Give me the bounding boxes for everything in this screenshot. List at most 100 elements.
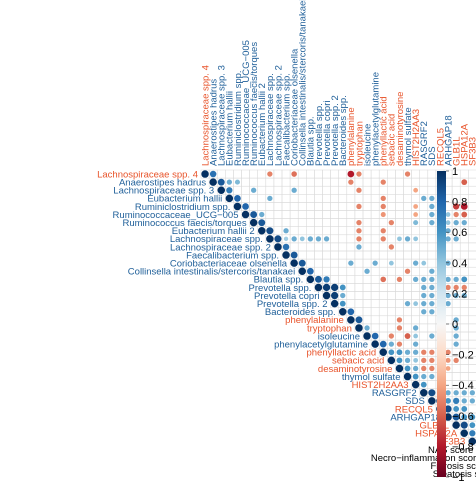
- row-label: tryptophan: [307, 323, 352, 334]
- grid-cell: [338, 234, 348, 244]
- grid-cell: [265, 185, 275, 195]
- correlation-circle: [322, 283, 331, 292]
- correlation-circle: [217, 178, 225, 186]
- correlation-circle: [380, 195, 386, 202]
- column-label: Anaerostipes hadrus: [208, 79, 219, 166]
- correlation-circle: [421, 195, 427, 202]
- correlation-circle: [388, 244, 395, 250]
- grid-cell: [370, 283, 380, 292]
- grid-cell: [378, 291, 388, 300]
- grid-cell: [387, 283, 396, 292]
- grid-cell: [419, 323, 429, 333]
- correlation-circle: [412, 276, 419, 283]
- grid-cell: [330, 218, 339, 227]
- grid-cell: [403, 177, 412, 187]
- grid-cell: [459, 242, 469, 252]
- row-label: Necro−inflammation score: [371, 453, 476, 464]
- correlation-circle: [421, 276, 427, 283]
- column-label: ARHGAP18: [443, 115, 454, 166]
- grid-cell: [314, 226, 323, 236]
- grid-cell: [330, 250, 339, 260]
- grid-cell: [403, 194, 412, 203]
- row-label: RECQL5: [395, 404, 433, 415]
- correlation-circle: [461, 414, 468, 420]
- grid-cell: [306, 226, 315, 236]
- correlation-circle: [469, 398, 476, 404]
- correlation-circle: [429, 357, 435, 364]
- row-label: Bacteroides spp.: [265, 307, 336, 318]
- grid-cell: [289, 210, 299, 219]
- correlation-circle: [413, 357, 419, 363]
- grid-cell: [370, 315, 380, 325]
- correlation-circle: [388, 219, 395, 226]
- column-label: RECQL5: [435, 128, 446, 166]
- correlation-circle: [429, 292, 435, 299]
- correlation-circle: [461, 292, 467, 299]
- grid-cell: [468, 291, 476, 300]
- color-legend-tick-label: −0.2: [452, 350, 474, 362]
- grid-cell: [306, 177, 315, 187]
- grid-cell: [314, 177, 323, 187]
- grid-cell: [395, 177, 404, 187]
- correlation-circle: [429, 373, 435, 380]
- grid-cell: [249, 202, 258, 211]
- row-label: Ruminococcus faecis/torques: [123, 218, 247, 229]
- correlation-circle: [421, 365, 427, 372]
- correlation-circle: [291, 236, 297, 242]
- grid-cell: [387, 169, 396, 179]
- grid-cell: [468, 266, 476, 276]
- grid-cell: [273, 218, 283, 227]
- grid-cell: [395, 185, 404, 195]
- correlation-circle: [412, 365, 419, 372]
- grid-cell: [362, 315, 372, 325]
- grid-cell: [378, 299, 388, 308]
- correlation-circle: [453, 333, 459, 339]
- grid-cell: [403, 307, 412, 317]
- grid-cell: [395, 202, 404, 211]
- color-legend-tick-label: −0.4: [452, 380, 474, 392]
- row-label: Ruminiclostridium spp.: [135, 202, 231, 213]
- correlation-circle: [445, 212, 451, 217]
- grid-cell: [330, 266, 339, 276]
- grid-cell: [451, 299, 461, 308]
- grid-cell: [330, 275, 339, 284]
- grid-cell: [265, 177, 275, 187]
- correlation-circle: [412, 325, 419, 331]
- grid-cell: [322, 202, 331, 211]
- grid-cell: [306, 250, 315, 260]
- grid-cell: [354, 299, 364, 308]
- correlation-circle: [323, 276, 330, 283]
- grid-cell: [370, 185, 380, 195]
- grid-cell: [419, 266, 429, 276]
- correlation-circle: [339, 284, 346, 291]
- grid-cell: [395, 307, 404, 317]
- grid-cell: [459, 315, 469, 325]
- grid-cell: [289, 177, 299, 187]
- correlation-circle: [429, 300, 435, 307]
- correlation-circle: [388, 333, 395, 339]
- diagonal-circle: [266, 235, 274, 243]
- grid-cell: [387, 177, 396, 187]
- grid-cell: [297, 210, 307, 219]
- correlation-circle: [469, 414, 476, 420]
- grid-cell: [346, 291, 356, 300]
- grid-cell: [403, 202, 412, 211]
- grid-cell: [403, 258, 412, 268]
- grid-cell: [451, 364, 461, 373]
- row-label: ARHGAP18: [390, 412, 441, 423]
- grid-cell: [427, 315, 437, 325]
- correlation-circle: [428, 389, 436, 397]
- grid-cell: [378, 323, 388, 333]
- grid-cell: [354, 177, 364, 187]
- grid-cell: [468, 331, 476, 341]
- column-label: HIST2H2AA3: [411, 109, 422, 166]
- diagonal-circle: [428, 397, 436, 405]
- grid-cell: [378, 250, 388, 260]
- grid-cell: [403, 323, 412, 333]
- diagonal-circle: [444, 413, 452, 421]
- correlation-circle: [314, 275, 322, 283]
- grid-cell: [419, 202, 429, 211]
- grid-cell: [338, 250, 348, 260]
- grid-cell: [362, 169, 372, 179]
